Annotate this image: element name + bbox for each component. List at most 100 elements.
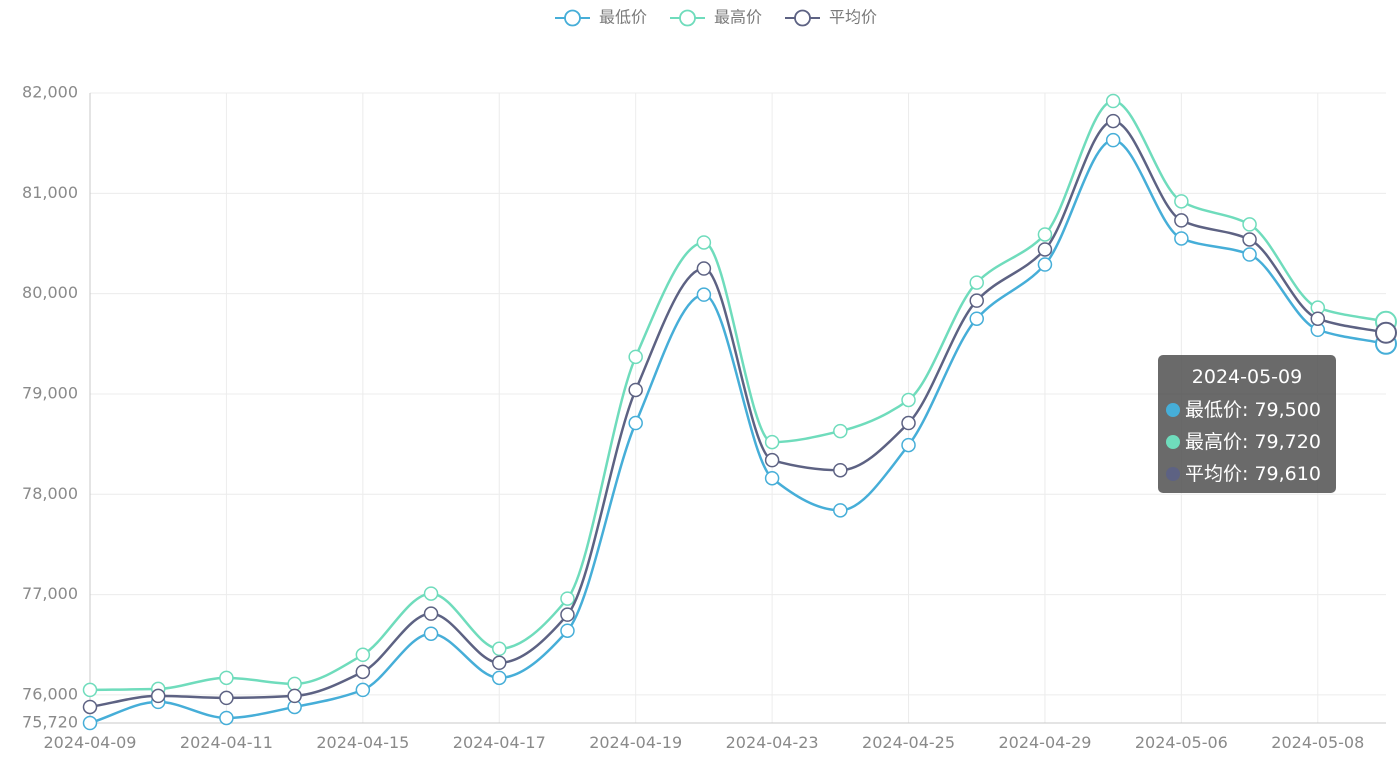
data-point-avg[interactable] <box>560 607 575 622</box>
legend-item-max[interactable]: 最高价 <box>670 8 762 27</box>
legend-symbol-min <box>564 9 581 27</box>
data-point-min[interactable] <box>1174 231 1189 246</box>
data-point-min[interactable] <box>423 626 439 641</box>
data-point-avg[interactable] <box>764 452 780 468</box>
axes: 75,720 76,000 77,000 78,000 79,000 80,000 81,0… <box>22 83 1386 752</box>
x-tick-label: 2024-04-15 <box>316 733 409 752</box>
data-point-max[interactable] <box>901 392 916 408</box>
tooltip-text-avg: 平均价: 79,610 <box>1185 463 1321 485</box>
x-tick-label: 2024-04-29 <box>998 733 1091 752</box>
data-point-max[interactable] <box>423 586 439 601</box>
data-point-max[interactable] <box>560 591 575 606</box>
x-tick-label: 2024-04-17 <box>453 733 546 752</box>
y-tick-label: 77,000 <box>22 584 78 603</box>
data-point-avg[interactable] <box>492 655 507 671</box>
data-point-max[interactable] <box>969 275 984 290</box>
series-group <box>82 93 1397 731</box>
data-point-min[interactable] <box>969 311 984 326</box>
data-point-min[interactable] <box>1037 257 1053 272</box>
series-line-min <box>89 138 1387 725</box>
data-point-min[interactable] <box>1105 132 1121 148</box>
tooltip-row-avg: 平均价: 79,610 <box>1166 458 1328 490</box>
data-point-avg[interactable] <box>1174 213 1189 228</box>
x-tick-label: 2024-04-09 <box>44 733 137 752</box>
data-point-min[interactable] <box>764 470 780 486</box>
data-point-avg[interactable] <box>82 699 98 715</box>
legend-item-avg[interactable]: 平均价 <box>785 8 877 27</box>
legend-item-min[interactable]: 最低价 <box>555 8 647 27</box>
tooltip-marker-max <box>1166 435 1180 449</box>
tooltip-marker-min <box>1166 403 1180 417</box>
tooltip-row-max: 最高价: 79,720 <box>1166 426 1328 458</box>
data-point-min[interactable] <box>628 415 643 431</box>
series-min <box>82 132 1397 731</box>
data-point-max[interactable] <box>833 423 848 439</box>
x-tick-label: 2024-05-08 <box>1271 733 1364 752</box>
data-point-max[interactable] <box>219 670 234 686</box>
x-tick-label: 2024-04-19 <box>589 733 682 752</box>
data-point-avg[interactable] <box>150 688 166 704</box>
data-point-max[interactable] <box>355 647 371 663</box>
x-tick-label: 2024-04-23 <box>726 733 819 752</box>
legend-label-max: 最高价 <box>714 8 762 27</box>
data-point-max[interactable] <box>492 641 507 657</box>
data-point-avg[interactable] <box>219 690 234 706</box>
data-point-avg[interactable] <box>1037 242 1053 257</box>
data-point-min[interactable] <box>696 287 712 302</box>
legend-symbol-max <box>679 9 696 27</box>
tooltip-marker-avg <box>1166 467 1180 481</box>
data-point-avg[interactable] <box>833 462 848 478</box>
data-point-avg[interactable] <box>696 261 712 276</box>
data-point-max[interactable] <box>764 434 780 450</box>
data-point-avg[interactable] <box>423 606 439 621</box>
data-point-max[interactable] <box>1037 227 1053 242</box>
tooltip-text-max: 最高价: 79,720 <box>1185 431 1321 453</box>
legend-label-min: 最低价 <box>599 8 647 27</box>
data-point-max[interactable] <box>1174 194 1189 209</box>
data-point-min[interactable] <box>355 682 371 698</box>
x-tick-label: 2024-05-06 <box>1135 733 1228 752</box>
data-point-max[interactable] <box>82 682 98 698</box>
tooltip-text-min: 最低价: 79,500 <box>1185 399 1321 421</box>
data-point-max[interactable] <box>1242 217 1257 232</box>
data-point-max[interactable] <box>696 235 712 250</box>
tooltip: 2024-05-09 最低价: 79,500 最高价: 79,720 平均价: … <box>1158 355 1336 493</box>
data-point-avg[interactable] <box>901 415 916 431</box>
y-tick-label: 79,000 <box>22 383 78 402</box>
data-point-min[interactable] <box>1242 247 1257 262</box>
data-point-avg[interactable] <box>1310 311 1326 326</box>
series-avg <box>82 113 1397 715</box>
y-tick-label: 78,000 <box>22 484 78 503</box>
data-point-avg[interactable] <box>287 688 302 704</box>
series-line-avg <box>89 119 1387 709</box>
data-point-max[interactable] <box>287 676 302 692</box>
x-tick-label: 2024-04-11 <box>180 733 273 752</box>
legend-label-avg: 平均价 <box>829 8 877 27</box>
x-tick-label: 2024-04-25 <box>862 733 955 752</box>
data-point-min[interactable] <box>82 715 98 731</box>
y-tick-label: 80,000 <box>22 283 78 302</box>
data-point-min[interactable] <box>560 623 575 638</box>
tooltip-row-min: 最低价: 79,500 <box>1166 394 1328 426</box>
data-point-min[interactable] <box>492 670 507 686</box>
data-point-avg[interactable] <box>355 664 371 680</box>
data-point-max[interactable] <box>1105 93 1121 109</box>
data-point-avg[interactable] <box>969 293 984 308</box>
y-tick-label: 75,720 <box>22 713 78 732</box>
data-point-min[interactable] <box>833 503 848 518</box>
data-point-avg[interactable] <box>1242 232 1257 247</box>
legend-symbol-avg <box>794 9 811 27</box>
y-tick-label: 82,000 <box>22 83 78 102</box>
data-point-avg[interactable] <box>1375 321 1397 344</box>
data-point-min[interactable] <box>901 437 916 453</box>
y-tick-label: 81,000 <box>22 183 78 202</box>
legend[interactable]: 最低价 最高价 平均价 <box>555 8 877 27</box>
data-point-min[interactable] <box>219 710 234 726</box>
data-point-max[interactable] <box>628 349 643 365</box>
data-point-avg[interactable] <box>1105 113 1121 129</box>
data-point-avg[interactable] <box>628 382 643 398</box>
series-line-max <box>89 99 1387 692</box>
tooltip-title: 2024-05-09 <box>1191 366 1303 388</box>
y-tick-label: 76,000 <box>22 684 78 703</box>
